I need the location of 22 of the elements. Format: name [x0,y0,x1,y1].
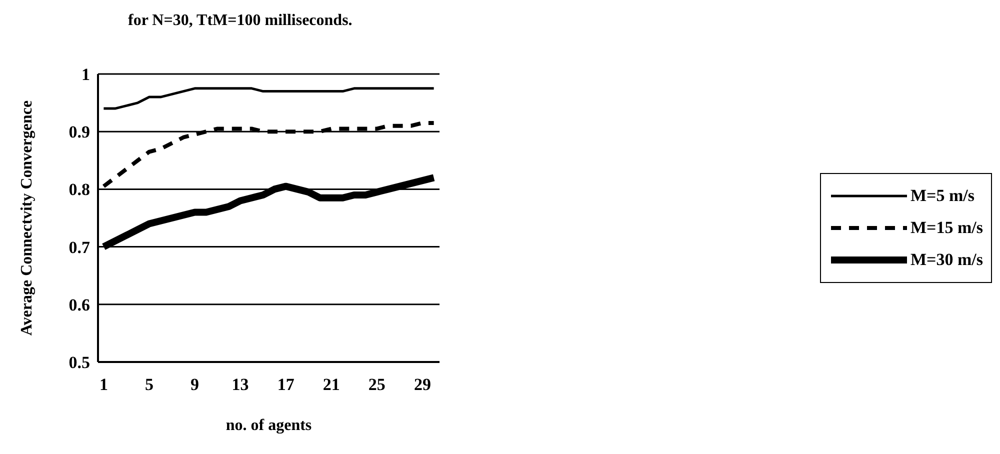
x-tick-label: 21 [322,375,340,394]
y-tick-label: 0.8 [68,180,90,200]
y-tick-label: 0.6 [68,295,90,314]
x-tick-label: 5 [144,375,154,394]
x-tick-label: 17 [277,375,295,394]
y-tick-label: 1 [82,65,90,84]
y-tick-label: 0.5 [68,353,90,372]
x-tick-label: 9 [190,375,200,394]
x-tick-label: 1 [99,375,108,394]
legend-label: M=5 m/s [910,186,974,206]
x-tick-label: 29 [414,375,431,394]
x-axis-title: no. of agents [226,417,312,434]
y-tick-label: 0.7 [68,238,90,257]
line-series [102,120,436,188]
line-series [102,87,436,110]
chart-title: for N=30, TtM=100 milliseconds. [128,12,352,30]
x-tick-label: 25 [368,375,386,394]
x-tick-label: 13 [232,375,249,394]
legend-label: M=15 m/s [910,218,983,238]
y-tick-label: 0.9 [68,122,90,142]
y-axis-title: Average Connectvity Convergence [18,100,36,336]
legend-label: M=30 m/s [910,250,983,270]
